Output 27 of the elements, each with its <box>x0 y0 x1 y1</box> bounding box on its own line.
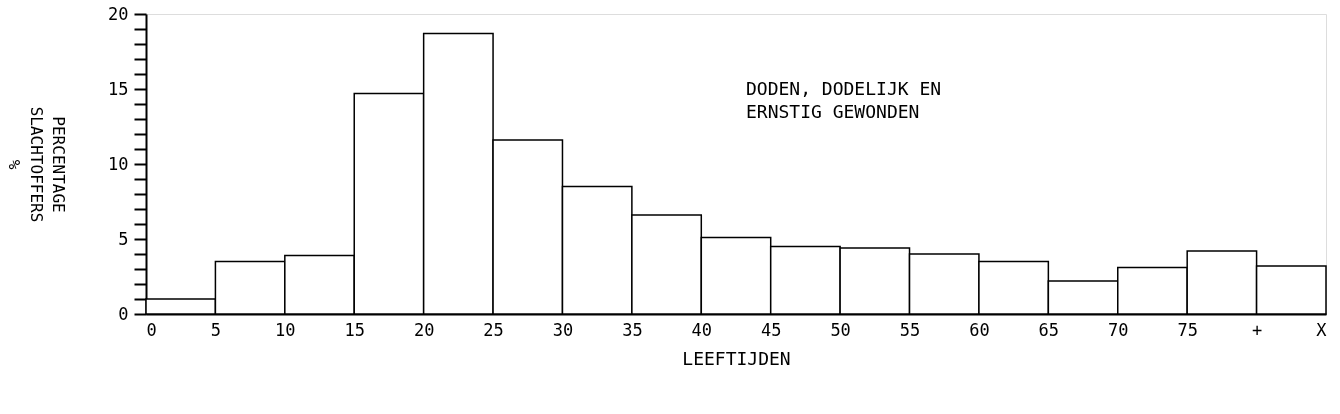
x-tick-label: 10 <box>275 319 296 340</box>
annotation: ERNSTIG GEWONDEN <box>746 101 920 123</box>
x-tick-label: X <box>1316 319 1328 340</box>
y-tick-label: 15 <box>108 78 129 99</box>
x-tick-label: 55 <box>899 319 921 340</box>
x-tick-label: 45 <box>760 319 782 340</box>
x-tick-label: 50 <box>830 319 851 340</box>
x-tick-label: 20 <box>413 319 435 340</box>
y-axis-title: PERCENTAGE SLACHTOFFERS % <box>5 106 69 223</box>
x-tick-label: 70 <box>1108 319 1129 340</box>
y-tick-label: 0 <box>118 303 129 324</box>
x-tick-label: 0 <box>146 319 157 340</box>
x-tick-label: 40 <box>691 319 713 340</box>
annotation: DODEN, DODELIJK EN <box>746 77 942 99</box>
x-tick-label: 5 <box>210 319 222 340</box>
x-axis-title: LEEFTIJDEN <box>682 347 791 369</box>
x-tick-label: 60 <box>969 319 990 340</box>
y-tick-label: 20 <box>108 3 129 24</box>
x-tick-label: 75 <box>1177 319 1198 340</box>
x-tick-label: 25 <box>483 319 504 340</box>
x-tick-label: 65 <box>1038 319 1060 340</box>
y-tick-label: 5 <box>118 228 129 249</box>
x-tick-label: 30 <box>552 319 574 340</box>
x-tick-label: 15 <box>344 319 365 340</box>
y-tick-label: 10 <box>108 153 129 174</box>
x-tick-label: 35 <box>622 319 643 340</box>
x-tick-label: + <box>1251 319 1263 340</box>
